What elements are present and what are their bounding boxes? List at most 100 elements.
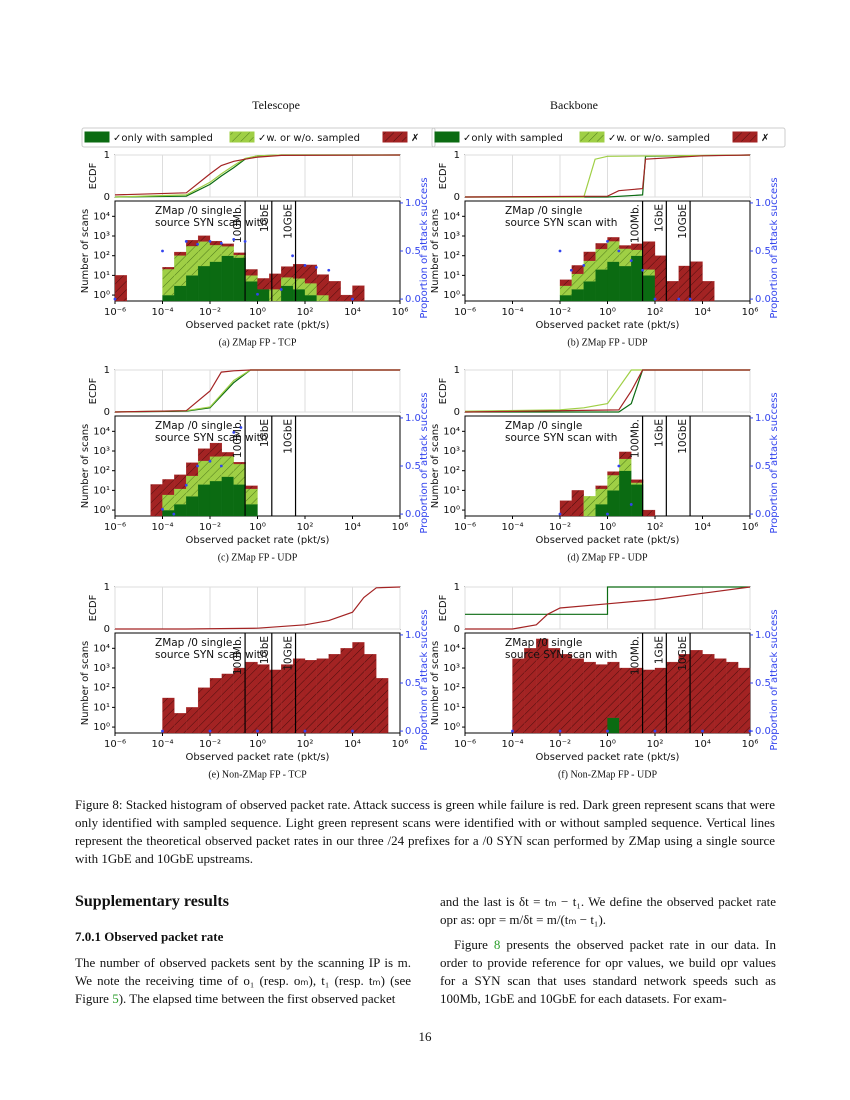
y2-tick-label: 1.0 (755, 198, 771, 209)
bar-segment (245, 269, 258, 276)
bar-segment (328, 654, 341, 734)
x-tick-label: 10⁻⁶ (104, 522, 126, 533)
success-point (558, 729, 562, 733)
bar-segment (233, 462, 246, 465)
annotation: ZMap /0 single (505, 420, 582, 432)
bar-segment (233, 667, 246, 734)
text: presents the observed packet rate in our… (440, 937, 776, 1006)
bar-segment (233, 484, 246, 517)
bar-segment (209, 456, 223, 482)
section-title: Supplementary results (75, 893, 229, 910)
bar-segment (702, 281, 715, 302)
y-axis-title: Number of scans (80, 209, 91, 294)
bar-segment (162, 294, 175, 302)
bar-segment (619, 248, 632, 267)
bar-segment (666, 661, 679, 734)
success-point (239, 426, 243, 429)
success-point (314, 265, 318, 269)
panel-label: (e) Non-ZMap FP - TCP (208, 769, 307, 780)
bar-segment (607, 474, 620, 491)
reference-label: 10GbE (283, 419, 295, 454)
bar-segment (631, 243, 644, 250)
y2-axis-title: Proportion of attack success (769, 392, 780, 533)
bar-segment (162, 267, 175, 270)
panel-label: (c) ZMap FP - UDP (218, 552, 298, 563)
x-tick-label: 10⁰ (249, 522, 266, 533)
success-point (558, 249, 562, 253)
success-point (582, 264, 586, 267)
reference-label: 10GbE (283, 636, 295, 671)
x-tick-label: 10⁶ (392, 739, 409, 750)
success-point (351, 297, 354, 301)
bar-segment (269, 669, 282, 734)
bar-segment (619, 667, 632, 734)
bar-segment (304, 264, 318, 284)
y2-tick-label: 0.0 (405, 509, 421, 520)
legend-label: ✓w. or w/o. sampled (608, 133, 710, 144)
bar-segment (702, 654, 715, 734)
y-tick-label: 10⁴ (93, 643, 110, 654)
bar-segment (607, 661, 620, 718)
bar-segment (619, 265, 632, 302)
y-tick-label: 10⁰ (93, 505, 110, 516)
success-point (232, 238, 236, 241)
annotation: source SYN scan with (505, 432, 617, 444)
bar-segment (197, 460, 211, 485)
y-axis-title: Number of scans (430, 424, 441, 509)
y-tick-label: 10⁴ (443, 211, 460, 222)
x-tick-label: 10⁴ (344, 739, 361, 750)
success-point (351, 729, 354, 733)
success-point (161, 507, 164, 511)
success-point (291, 254, 294, 258)
text: Figure (454, 937, 494, 952)
bar-segment (186, 462, 199, 476)
bar-segment (174, 488, 187, 505)
bar-segment (595, 243, 608, 250)
bar-segment (631, 479, 644, 483)
figure-ref[interactable]: 5 (112, 991, 119, 1006)
success-point (653, 297, 657, 301)
bar-segment (221, 673, 234, 734)
ecdf-axis-title: ECDF (88, 162, 99, 189)
bar-segment (269, 288, 282, 302)
bar-segment (595, 248, 608, 270)
bar-segment (642, 509, 656, 517)
bar-segment (619, 458, 632, 471)
bar-segment (245, 275, 258, 282)
column-title: Telescope (252, 98, 300, 112)
bar-segment (221, 246, 234, 256)
success-point (161, 249, 164, 253)
bar-segment (583, 281, 596, 302)
success-point (653, 729, 657, 733)
reference-label: 100Mb. (630, 419, 642, 458)
bar-segment (233, 252, 246, 256)
reference-label: 100Mb. (630, 204, 642, 243)
bar-segment (281, 266, 294, 278)
y2-axis-title: Proportion of attack success (419, 392, 430, 533)
bar-segment (642, 669, 656, 734)
bar-segment (209, 261, 223, 302)
bar-segment (352, 642, 365, 734)
y-tick-label: 10² (443, 466, 460, 477)
bar-segment (233, 257, 246, 302)
figure-ref[interactable]: 8 (493, 937, 501, 952)
success-point (113, 297, 117, 301)
x-axis-title: Observed packet rate (pkt/s) (186, 752, 330, 763)
ecdf-axis-title: ECDF (438, 594, 449, 621)
bar-segment (174, 251, 187, 256)
bar-segment (631, 667, 644, 734)
ecdf-line (114, 154, 400, 198)
bar-segment (257, 664, 270, 734)
success-point (617, 249, 621, 253)
bar-segment (631, 249, 644, 256)
y-tick-label: 10⁴ (443, 643, 460, 654)
reference-label: 1GbE (259, 636, 271, 664)
x-tick-label: 10² (297, 522, 314, 533)
reference-label: 10GbE (677, 636, 689, 671)
bar-segment (583, 260, 596, 282)
success-point (688, 297, 692, 301)
bar-segment (174, 285, 187, 302)
bar-segment (607, 490, 620, 517)
paragraph: and the last is δt = tₘ − t₁. We define … (440, 894, 776, 927)
